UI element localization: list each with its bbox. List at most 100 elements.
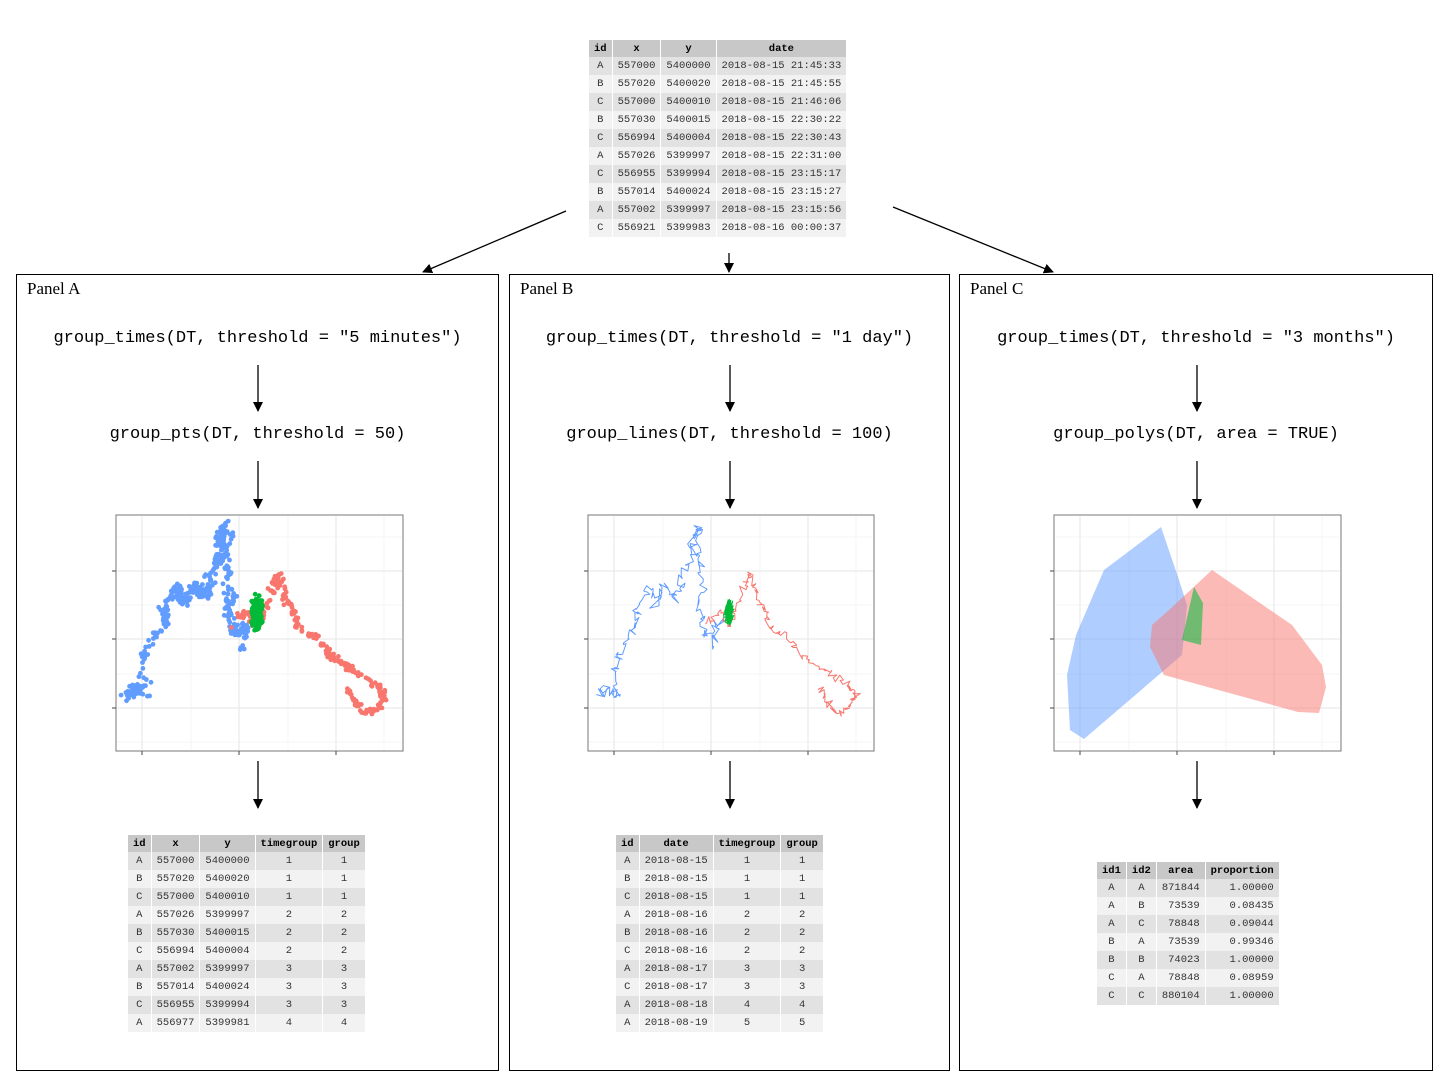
table-cell: 5400004 <box>660 129 717 147</box>
table-cell: 3 <box>322 960 366 978</box>
panel-a-points-plot <box>112 514 404 755</box>
table-cell: 557030 <box>151 924 201 942</box>
column-header: timegroup <box>713 835 782 852</box>
point-a <box>235 611 240 616</box>
table-cell: 2018-08-15 23:15:17 <box>716 165 848 183</box>
point-b <box>183 591 188 597</box>
table-cell: 2018-08-18 <box>639 996 714 1014</box>
point-b <box>135 690 140 696</box>
point-a <box>357 708 363 714</box>
table-cell: 557000 <box>612 57 662 75</box>
column-header: x <box>612 40 662 57</box>
table-row: B 557020 5400020 1 1 <box>128 870 366 888</box>
table-cell: 2018-08-15 21:45:55 <box>716 75 848 93</box>
table-cell: 2018-08-15 22:30:43 <box>716 129 848 147</box>
table-cell: 73539 <box>1156 933 1206 951</box>
table-cell: 2 <box>255 924 324 942</box>
point-a <box>313 636 319 641</box>
table-cell: 557026 <box>151 906 201 924</box>
table-row: A 556977 5399981 4 4 <box>128 1014 366 1032</box>
point-b <box>244 629 250 635</box>
table-cell: A <box>1126 969 1157 987</box>
table-cell: 2 <box>780 924 824 942</box>
table-cell: 1 <box>780 888 824 906</box>
panel-c-arrows <box>1192 365 1202 809</box>
point-a <box>336 654 341 659</box>
input-data-table: id x y date A 557000 5400000 2018-08-15 21:45:3… <box>589 40 848 237</box>
panel-c-group-times-code: group_times(DT, threshold = "3 months") <box>997 329 1395 348</box>
table-cell: 871844 <box>1156 879 1206 897</box>
point-a <box>267 597 273 603</box>
plot-panel <box>115 514 404 752</box>
table-cell: A <box>616 852 640 870</box>
point-a <box>375 684 381 690</box>
point-b <box>200 582 205 587</box>
point-a <box>275 575 281 580</box>
table-row: C 556994 5400004 2018-08-15 22:30:43 <box>589 129 848 147</box>
table-row: B 2018-08-16 2 2 <box>616 924 824 942</box>
point-b <box>203 572 208 577</box>
point-b <box>213 554 219 560</box>
table-cell: 3 <box>322 978 366 996</box>
point-a <box>369 683 375 689</box>
point-b <box>230 594 236 599</box>
table-cell: 557000 <box>151 852 201 870</box>
table-cell: 880104 <box>1156 987 1206 1005</box>
point-c <box>254 625 259 630</box>
table-header-row: id x y timegroup group <box>128 835 366 852</box>
table-row: A A 871844 1.00000 <box>1097 879 1280 897</box>
point-b <box>204 588 210 594</box>
column-header: id1 <box>1097 862 1127 879</box>
table-cell: 1 <box>713 870 782 888</box>
panel-b-arrows <box>725 365 735 809</box>
table-cell: 5400010 <box>660 93 717 111</box>
table-cell: B <box>128 978 152 996</box>
table-cell: A <box>128 960 152 978</box>
table-cell: 2018-08-15 21:45:33 <box>716 57 848 75</box>
point-b <box>177 595 182 601</box>
table-cell: 2 <box>255 906 324 924</box>
table-cell: 2018-08-16 <box>639 942 714 960</box>
point-b <box>244 622 250 628</box>
point-b <box>177 591 183 597</box>
table-cell: 2018-08-15 21:46:06 <box>716 93 848 111</box>
point-a <box>381 697 387 702</box>
point-b <box>211 560 217 566</box>
table-cell: 3 <box>322 996 366 1014</box>
table-cell: B <box>1126 897 1157 915</box>
point-b <box>229 629 235 635</box>
table-cell: 0.99346 <box>1205 933 1280 951</box>
column-header: proportion <box>1205 862 1280 879</box>
point-b <box>213 571 218 577</box>
point-a <box>381 693 387 699</box>
table-row: B 557030 5400015 2 2 <box>128 924 366 942</box>
table-cell: A <box>616 906 640 924</box>
table-cell: 556955 <box>612 165 662 183</box>
table-cell: A <box>1097 915 1127 933</box>
point-a <box>351 667 356 673</box>
point-a <box>368 678 373 684</box>
panel-a-title: Panel A <box>27 279 81 298</box>
point-b <box>225 518 231 524</box>
table-cell: 2018-08-16 <box>639 924 714 942</box>
point-b <box>131 694 137 700</box>
table-cell: C <box>589 219 613 237</box>
table-cell: 5399983 <box>660 219 717 237</box>
column-header: y <box>660 40 717 57</box>
point-b <box>212 565 218 570</box>
table-cell: 556955 <box>151 996 201 1014</box>
point-b <box>180 600 186 606</box>
column-header: id <box>616 835 640 852</box>
table-cell: 2018-08-15 23:15:27 <box>716 183 848 201</box>
table-cell: 557026 <box>612 147 662 165</box>
table-cell: 557002 <box>612 201 662 219</box>
point-b <box>191 583 197 589</box>
table-cell: 1 <box>255 852 324 870</box>
table-cell: 5400010 <box>199 888 256 906</box>
table-row: A 557026 5399997 2018-08-15 22:31:00 <box>589 147 848 165</box>
point-a <box>344 661 349 667</box>
table-cell: A <box>616 1014 640 1032</box>
table-cell: 5 <box>713 1014 782 1032</box>
point-b <box>219 546 225 552</box>
